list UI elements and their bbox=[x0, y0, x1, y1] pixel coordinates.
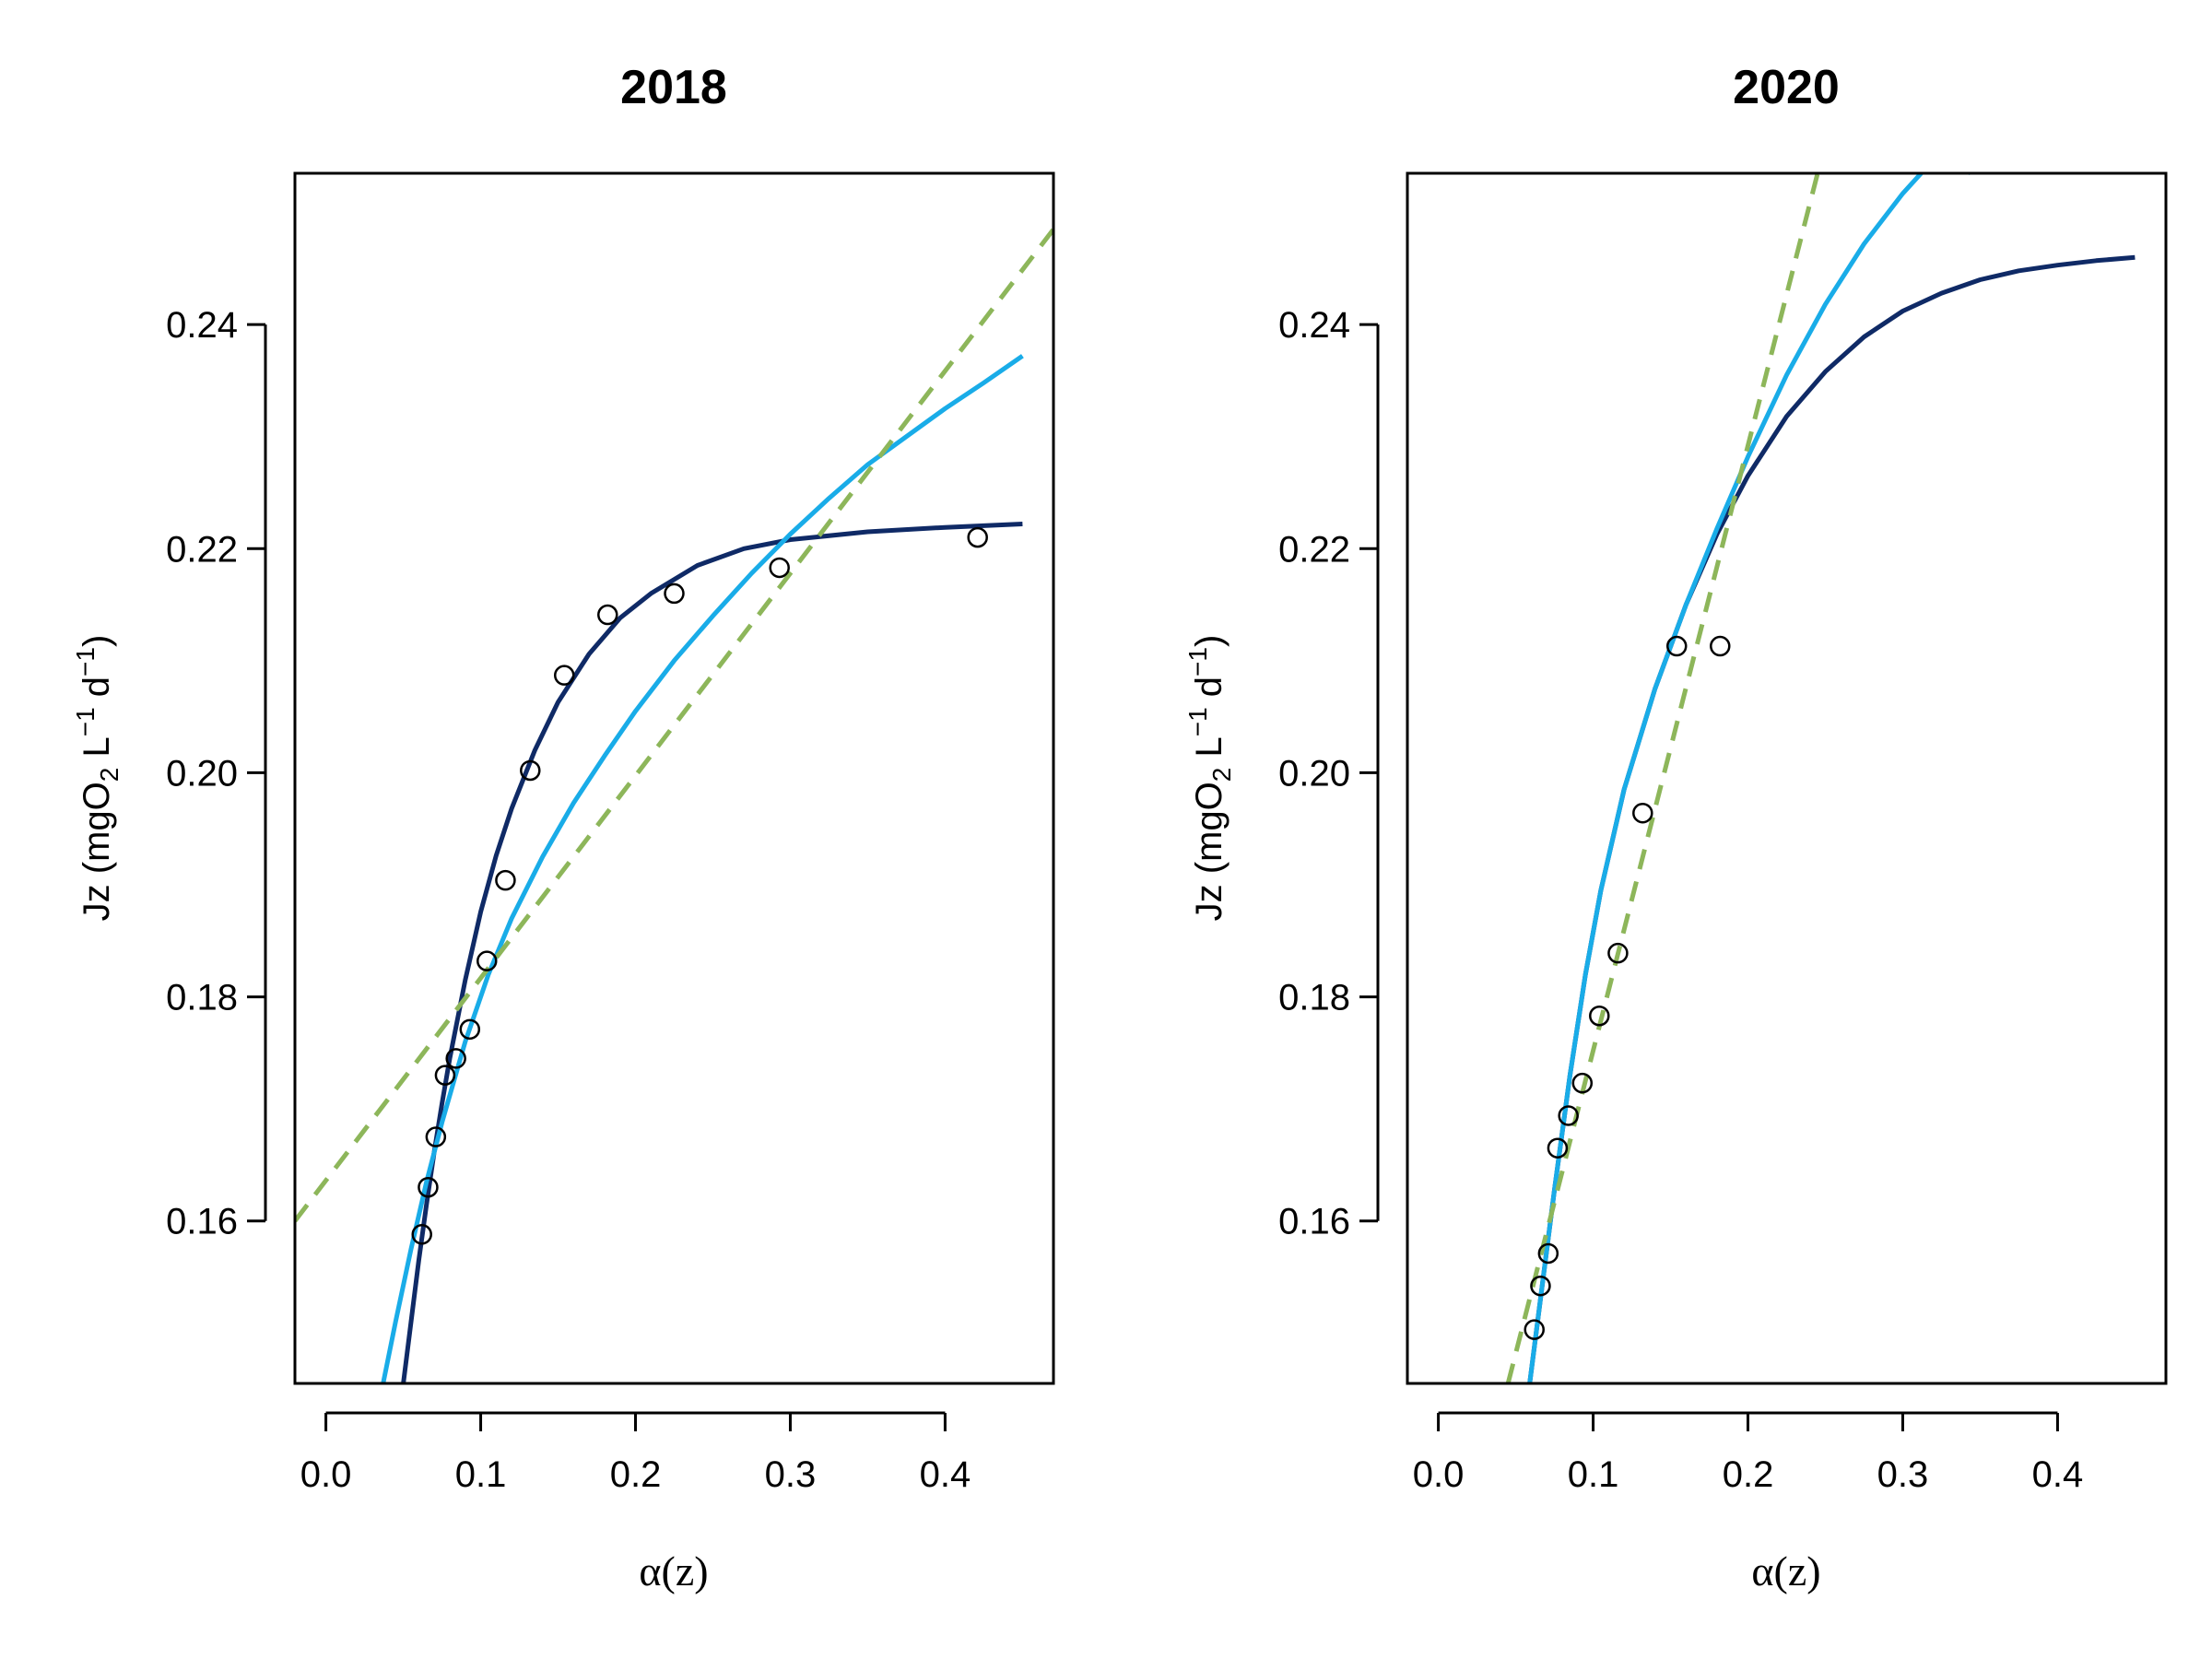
y-axis-label-superscript-2: −1 bbox=[1183, 647, 1212, 677]
y-axis-label-prefix: Jz (mgO bbox=[1189, 782, 1230, 921]
data-point bbox=[1530, 1275, 1551, 1297]
y-tick-label: 0.18 bbox=[1278, 978, 1350, 1018]
x-axis-label: α(z) bbox=[639, 1547, 708, 1594]
series-line-3-dashed bbox=[295, 228, 1053, 1223]
data-point bbox=[1547, 1137, 1569, 1159]
y-tick-label: 0.24 bbox=[1278, 305, 1350, 346]
y-axis-label-suffix: ) bbox=[1189, 635, 1230, 647]
series-line-3-dashed bbox=[1505, 173, 1820, 1383]
y-axis: 0.16 0.18 0.20 0.22 0.24 bbox=[1278, 305, 1380, 1242]
data-point bbox=[664, 582, 685, 605]
data-point bbox=[1665, 635, 1688, 657]
y-axis-label-mid2: d bbox=[1189, 677, 1230, 707]
y-axis-label-suffix: ) bbox=[76, 635, 117, 647]
x-tick-label: 0.4 bbox=[920, 1454, 971, 1495]
series-line-2-solid bbox=[1527, 173, 1971, 1383]
y-axis-label-superscript-2: −1 bbox=[71, 647, 100, 677]
data-point bbox=[477, 950, 498, 971]
data-point bbox=[459, 1018, 481, 1041]
y-tick-label: 0.22 bbox=[166, 529, 238, 570]
y-axis-label-subscript: 2 bbox=[95, 768, 124, 782]
y-tick-label: 0.16 bbox=[166, 1202, 238, 1242]
data-point bbox=[495, 869, 516, 891]
data-point bbox=[1710, 635, 1731, 657]
data-point bbox=[1537, 1242, 1559, 1265]
y-tick-label: 0.20 bbox=[1278, 753, 1350, 794]
x-tick-label: 0.4 bbox=[2032, 1454, 2084, 1495]
x-tick-label: 0.1 bbox=[1568, 1454, 1619, 1495]
series-layer bbox=[295, 228, 1053, 1383]
plot-frame bbox=[293, 171, 1055, 1385]
plot-area bbox=[295, 228, 1053, 1383]
x-tick-label: 0.0 bbox=[1413, 1454, 1465, 1495]
chart-title: 2020 bbox=[1733, 61, 1840, 114]
chart-panel-2018: 2018 Jz (mgO2 L−1 d−1) α(z) 0.0 0.1 0.2 0.3… bbox=[71, 61, 1055, 1594]
data-point bbox=[553, 665, 575, 686]
y-tick-label: 0.18 bbox=[166, 978, 238, 1018]
y-axis-label-subscript: 2 bbox=[1207, 768, 1236, 782]
data-point bbox=[967, 526, 988, 548]
plot-frame bbox=[1406, 171, 2168, 1385]
plot-area bbox=[1505, 173, 2136, 1383]
y-axis-label: Jz (mgO2 L−1 d−1) bbox=[1183, 635, 1236, 922]
chart-title: 2018 bbox=[620, 61, 727, 114]
y-axis-label-mid1: L bbox=[76, 736, 117, 767]
chart-panel-2020: 2020 Jz (mgO2 L−1 d−1) α(z) 0.0 0.1 0.2 0.3… bbox=[1183, 61, 2168, 1594]
y-axis-label-superscript-1: −1 bbox=[1183, 707, 1212, 736]
data-point bbox=[418, 1176, 439, 1198]
x-tick-label: 0.3 bbox=[1877, 1454, 1929, 1495]
series-line-1-solid bbox=[1527, 254, 2136, 1383]
data-point bbox=[434, 1065, 456, 1086]
data-point bbox=[411, 1224, 432, 1245]
data-point bbox=[445, 1048, 466, 1069]
data-point bbox=[1632, 802, 1653, 824]
data-point bbox=[1524, 1319, 1545, 1340]
x-tick-label: 0.2 bbox=[1723, 1454, 1774, 1495]
points-layer bbox=[411, 526, 988, 1245]
data-point bbox=[597, 604, 618, 626]
x-axis: 0.0 0.1 0.2 0.3 0.4 bbox=[300, 1411, 971, 1495]
data-point bbox=[425, 1126, 447, 1147]
y-axis-label-prefix: Jz (mgO bbox=[76, 782, 117, 921]
data-point bbox=[520, 759, 541, 782]
y-axis-label-superscript-1: −1 bbox=[71, 707, 100, 736]
y-axis-label-mid1: L bbox=[1189, 736, 1230, 767]
y-tick-label: 0.16 bbox=[1278, 1202, 1350, 1242]
data-point bbox=[1607, 942, 1629, 964]
x-tick-label: 0.0 bbox=[300, 1454, 352, 1495]
x-axis-label: α(z) bbox=[1751, 1547, 1820, 1594]
data-point bbox=[1558, 1105, 1579, 1126]
x-tick-label: 0.1 bbox=[455, 1454, 507, 1495]
x-axis: 0.0 0.1 0.2 0.3 0.4 bbox=[1413, 1411, 2084, 1495]
x-tick-label: 0.3 bbox=[765, 1454, 817, 1495]
y-axis-label-mid2: d bbox=[76, 677, 117, 707]
series-layer bbox=[1505, 173, 2136, 1383]
series-line-2-solid bbox=[381, 354, 1024, 1383]
data-point bbox=[1589, 1005, 1610, 1027]
x-tick-label: 0.2 bbox=[610, 1454, 662, 1495]
y-axis: 0.16 0.18 0.20 0.22 0.24 bbox=[166, 305, 267, 1242]
y-tick-label: 0.24 bbox=[166, 305, 238, 346]
y-tick-label: 0.20 bbox=[166, 753, 238, 794]
points-layer bbox=[1524, 635, 1731, 1340]
data-point bbox=[769, 557, 790, 579]
data-point bbox=[1571, 1072, 1594, 1094]
y-tick-label: 0.22 bbox=[1278, 529, 1350, 570]
y-axis-label: Jz (mgO2 L−1 d−1) bbox=[71, 635, 124, 922]
